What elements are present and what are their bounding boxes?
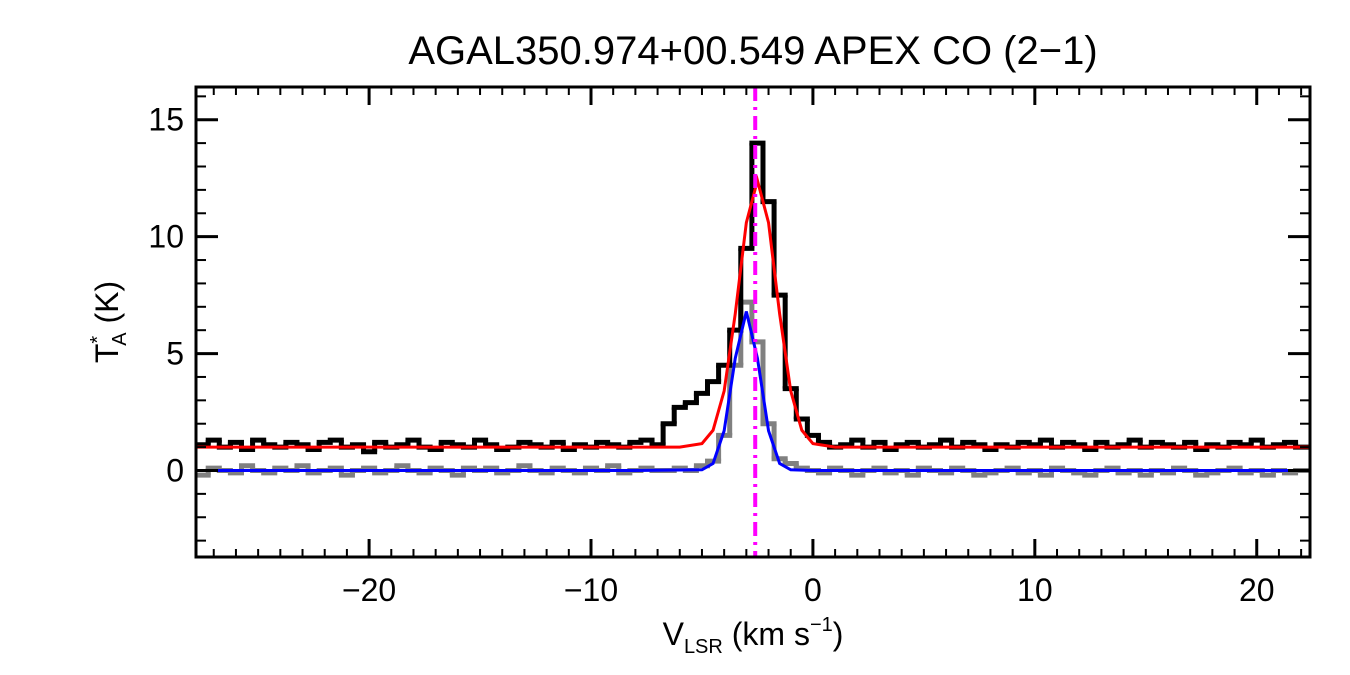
y-label-rest: (K)	[89, 281, 125, 333]
x-tick-label: −10	[564, 572, 618, 608]
y-tick-label: 0	[166, 452, 184, 488]
x-label-main: V	[663, 616, 685, 652]
x-label-sup: −1	[810, 614, 833, 636]
fit-line	[196, 311, 1310, 472]
y-tick-label: 5	[166, 336, 184, 372]
x-label-rest: (km s	[723, 616, 810, 652]
y-label-sup: *	[87, 336, 109, 344]
x-tick-label: 0	[804, 572, 822, 608]
x-label-sub: LSR	[684, 636, 723, 658]
y-label-main: T	[89, 344, 125, 364]
x-axis-label: VLSR (km s−1)	[663, 614, 844, 658]
y-tick-label: 10	[148, 219, 184, 255]
x-tick-label: 10	[1017, 572, 1053, 608]
plot-area	[196, 87, 1310, 557]
y-tick-label: 15	[148, 102, 184, 138]
x-tick-label: 20	[1239, 572, 1275, 608]
y-label-sub: A	[109, 332, 131, 346]
chart-title: AGAL350.974+00.549 APEX CO (2−1)	[408, 29, 1097, 73]
fit-line	[196, 174, 1310, 449]
plot-frame	[194, 85, 1312, 559]
x-label-end: )	[833, 616, 844, 652]
y-axis-label: T*A (K)	[87, 281, 131, 363]
x-tick-label: −20	[342, 572, 396, 608]
